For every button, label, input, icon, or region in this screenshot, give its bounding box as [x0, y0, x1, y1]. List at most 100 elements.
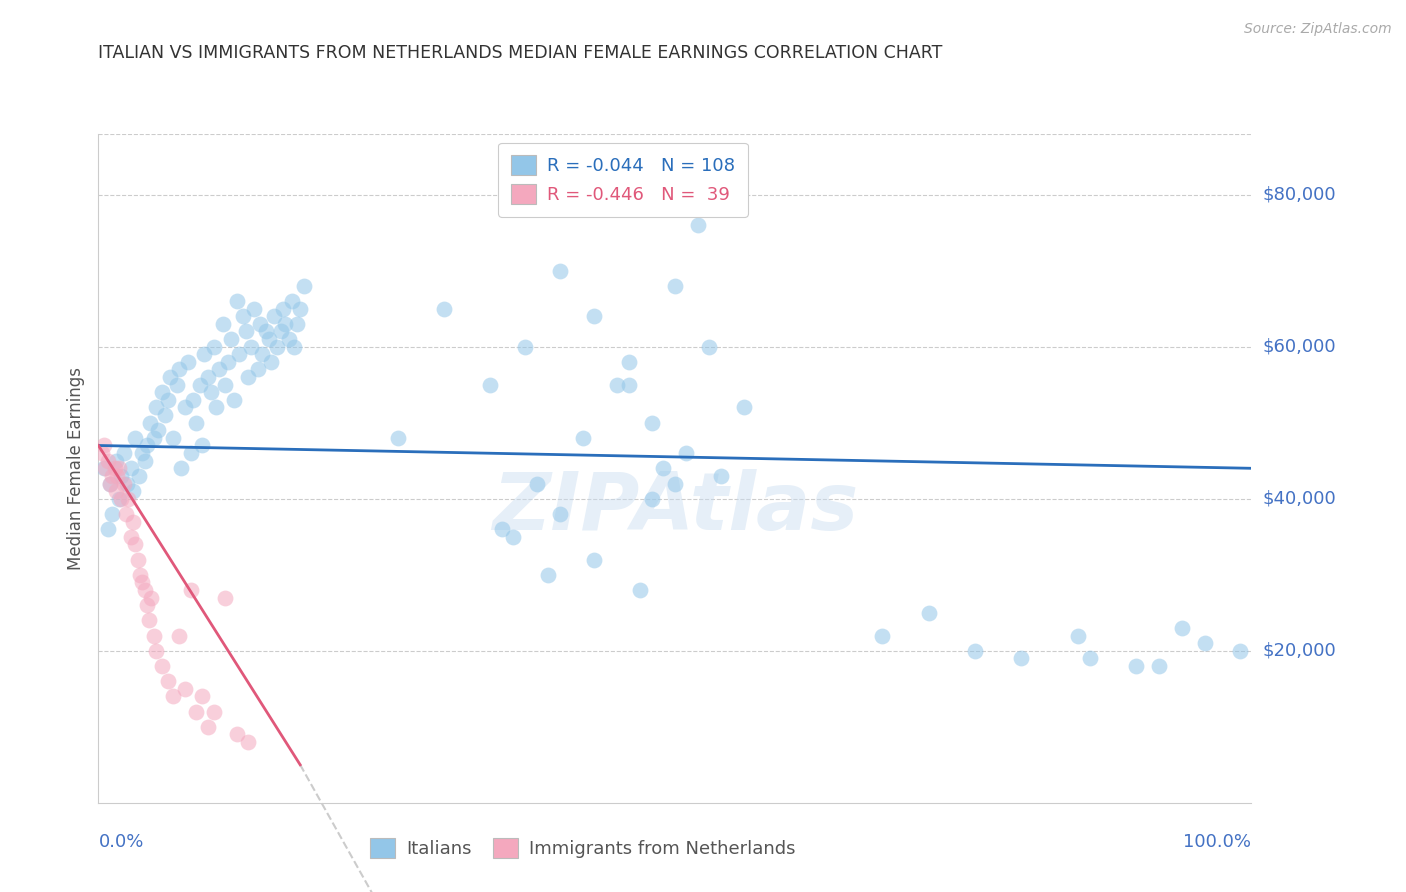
- Point: [228, 347, 250, 361]
- Point: [628, 582, 651, 597]
- Point: [250, 347, 273, 361]
- Point: [292, 278, 315, 293]
- Point: [231, 310, 254, 324]
- Text: 100.0%: 100.0%: [1184, 833, 1251, 851]
- Point: [205, 401, 228, 415]
- Point: [225, 727, 247, 741]
- Point: [139, 416, 162, 430]
- Point: [110, 469, 132, 483]
- Point: [243, 301, 266, 316]
- Point: [872, 628, 894, 642]
- Point: [479, 377, 502, 392]
- Point: [127, 552, 149, 566]
- Point: [208, 362, 231, 376]
- Point: [135, 438, 157, 452]
- Point: [277, 332, 299, 346]
- Point: [266, 340, 288, 354]
- Point: [141, 591, 163, 605]
- Point: [122, 515, 145, 529]
- Point: [162, 431, 184, 445]
- Point: [155, 408, 177, 422]
- Point: [108, 491, 131, 506]
- Text: ITALIAN VS IMMIGRANTS FROM NETHERLANDS MEDIAN FEMALE EARNINGS CORRELATION CHART: ITALIAN VS IMMIGRANTS FROM NETHERLANDS M…: [98, 45, 943, 62]
- Point: [675, 446, 697, 460]
- Point: [104, 484, 127, 499]
- Point: [238, 370, 260, 384]
- Point: [257, 332, 280, 346]
- Point: [128, 469, 150, 483]
- Point: [186, 705, 208, 719]
- Point: [224, 392, 246, 407]
- Point: [1125, 659, 1147, 673]
- Point: [652, 461, 675, 475]
- Text: $20,000: $20,000: [1263, 641, 1336, 660]
- Point: [197, 720, 219, 734]
- Point: [202, 340, 225, 354]
- Point: [112, 476, 135, 491]
- Point: [105, 469, 128, 483]
- Point: [131, 446, 153, 460]
- Point: [180, 446, 202, 460]
- Point: [103, 461, 125, 475]
- Point: [249, 317, 271, 331]
- Text: $80,000: $80,000: [1263, 186, 1336, 203]
- Point: [193, 347, 215, 361]
- Point: [191, 690, 214, 704]
- Point: [214, 591, 236, 605]
- Point: [145, 401, 167, 415]
- Point: [260, 355, 283, 369]
- Point: [97, 522, 120, 536]
- Point: [142, 628, 165, 642]
- Point: [138, 613, 160, 627]
- Point: [186, 416, 208, 430]
- Y-axis label: Median Female Earnings: Median Female Earnings: [66, 367, 84, 570]
- Text: $40,000: $40,000: [1263, 490, 1336, 508]
- Point: [283, 340, 305, 354]
- Point: [159, 370, 181, 384]
- Point: [1010, 651, 1032, 665]
- Point: [90, 446, 112, 460]
- Point: [387, 431, 409, 445]
- Legend: Italians, Immigrants from Netherlands: Italians, Immigrants from Netherlands: [357, 825, 808, 871]
- Point: [263, 310, 285, 324]
- Point: [214, 377, 236, 392]
- Point: [98, 476, 121, 491]
- Point: [1067, 628, 1090, 642]
- Point: [115, 507, 138, 521]
- Point: [963, 644, 986, 658]
- Point: [254, 325, 277, 339]
- Point: [212, 317, 235, 331]
- Point: [571, 431, 593, 445]
- Point: [917, 606, 939, 620]
- Point: [281, 294, 304, 309]
- Point: [150, 385, 173, 400]
- Point: [239, 340, 262, 354]
- Point: [120, 530, 142, 544]
- Point: [117, 491, 139, 506]
- Point: [156, 674, 179, 689]
- Point: [101, 507, 124, 521]
- Point: [664, 278, 686, 293]
- Point: [225, 294, 247, 309]
- Point: [202, 705, 225, 719]
- Point: [617, 355, 640, 369]
- Point: [129, 567, 152, 582]
- Point: [120, 461, 142, 475]
- Point: [166, 377, 188, 392]
- Point: [235, 325, 257, 339]
- Point: [548, 507, 571, 521]
- Point: [145, 644, 167, 658]
- Point: [686, 218, 709, 232]
- Point: [101, 469, 124, 483]
- Point: [537, 567, 560, 582]
- Point: [93, 438, 115, 452]
- Point: [1171, 621, 1194, 635]
- Point: [200, 385, 222, 400]
- Point: [502, 530, 524, 544]
- Point: [122, 484, 145, 499]
- Point: [290, 301, 312, 316]
- Point: [156, 392, 179, 407]
- Point: [174, 681, 197, 696]
- Point: [285, 317, 308, 331]
- Point: [108, 461, 131, 475]
